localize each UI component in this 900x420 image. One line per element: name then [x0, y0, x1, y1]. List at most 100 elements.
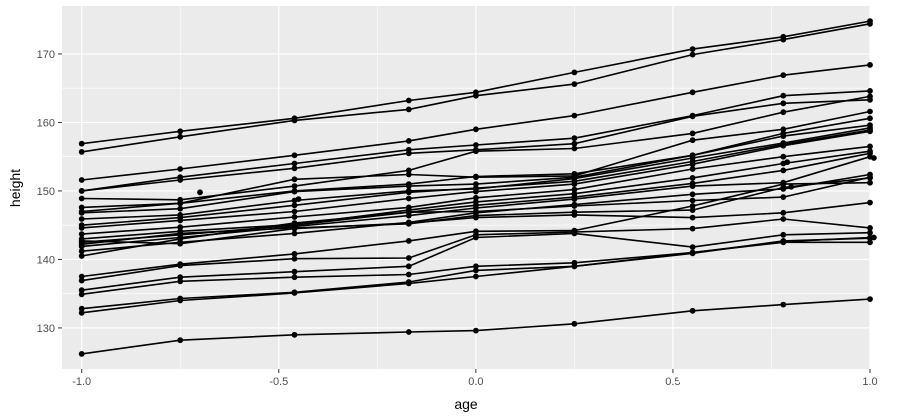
- data-point: [689, 214, 696, 221]
- data-point: [405, 106, 412, 113]
- data-point: [291, 202, 298, 209]
- x-axis-title: age: [454, 396, 478, 412]
- data-point: [689, 130, 696, 137]
- data-point: [78, 177, 85, 183]
- data-point: [197, 189, 203, 196]
- data-point: [78, 216, 85, 222]
- data-point: [867, 179, 873, 186]
- data-point: [571, 203, 578, 209]
- data-point: [689, 203, 696, 209]
- x-tick-label: 1.0: [862, 376, 877, 388]
- data-point: [571, 181, 578, 188]
- data-point: [405, 271, 412, 278]
- data-point: [291, 160, 298, 167]
- data-point: [867, 239, 873, 246]
- data-point: [689, 137, 696, 144]
- data-point: [291, 251, 298, 257]
- data-point: [291, 220, 298, 227]
- data-point: [291, 230, 298, 237]
- data-point: [571, 135, 578, 142]
- data-point: [291, 152, 298, 159]
- data-point: [689, 225, 696, 232]
- data-point: [571, 230, 578, 237]
- data-point: [571, 140, 578, 147]
- data-point: [78, 287, 85, 294]
- data-point: [689, 161, 696, 168]
- y-tick-label: 130: [37, 323, 55, 335]
- data-point: [78, 351, 85, 357]
- data-point: [867, 199, 873, 206]
- wechat-icon: [678, 369, 710, 394]
- data-point: [405, 150, 412, 157]
- data-point: [405, 280, 412, 287]
- data-point: [405, 183, 412, 190]
- data-point: [78, 291, 85, 298]
- data-point: [689, 166, 696, 172]
- data-point: [780, 126, 787, 133]
- data-point: [689, 249, 696, 256]
- data-point: [177, 205, 184, 212]
- data-point: [571, 196, 578, 203]
- x-axis: -1.0 -0.5 0.0 0.5 1.0: [72, 369, 878, 388]
- data-point: [780, 133, 787, 140]
- data-point: [867, 143, 873, 150]
- data-point: [473, 188, 479, 195]
- data-point: [780, 100, 787, 107]
- data-point: [689, 244, 696, 251]
- data-point: [177, 128, 184, 135]
- y-tick-label: 160: [37, 117, 55, 129]
- data-point: [177, 230, 184, 237]
- data-point: [177, 200, 184, 207]
- data-point: [78, 195, 85, 202]
- data-point: [784, 159, 791, 166]
- data-point: [473, 142, 479, 148]
- data-point: [473, 273, 479, 280]
- panel-background: [62, 6, 870, 369]
- data-point: [177, 274, 184, 281]
- data-point: [780, 92, 787, 99]
- data-point: [291, 331, 298, 338]
- data-point: [291, 290, 298, 296]
- data-point: [177, 217, 184, 224]
- data-point: [780, 216, 787, 222]
- data-point: [177, 224, 184, 231]
- data-point: [780, 153, 787, 160]
- data-point: [689, 207, 696, 214]
- data-point: [78, 231, 85, 238]
- data-point: [177, 278, 184, 285]
- data-point: [571, 81, 578, 87]
- major-gridlines: [62, 6, 871, 369]
- data-point: [689, 197, 696, 204]
- data-point: [780, 239, 787, 246]
- data-point: [177, 337, 184, 344]
- data-point: [291, 183, 298, 190]
- data-point: [177, 240, 184, 247]
- data-point: [780, 301, 787, 308]
- data-point: [780, 142, 787, 149]
- data-point: [473, 208, 479, 215]
- data-point: [177, 166, 184, 172]
- data-point: [871, 155, 877, 161]
- data-point: [177, 177, 184, 183]
- data-point: [780, 231, 787, 238]
- data-point: [291, 225, 298, 232]
- data-point: [871, 234, 877, 241]
- data-point: [473, 214, 479, 221]
- data-point: [867, 229, 873, 236]
- data-point: [780, 72, 787, 79]
- data-point: [867, 175, 873, 181]
- data-point: [867, 20, 873, 27]
- data-point: [689, 175, 696, 181]
- data-point: [291, 188, 298, 195]
- data-point: [405, 189, 412, 196]
- data-point: [291, 165, 298, 172]
- data-point: [405, 97, 412, 104]
- watermark-text: 生信小白学习记: [714, 371, 854, 395]
- data-point: [571, 112, 578, 119]
- data-point: [405, 138, 412, 144]
- data-point: [473, 148, 479, 155]
- y-axis-title: height: [7, 169, 23, 207]
- data-point: [78, 253, 85, 259]
- data-point: [473, 92, 479, 99]
- data-point: [405, 195, 412, 202]
